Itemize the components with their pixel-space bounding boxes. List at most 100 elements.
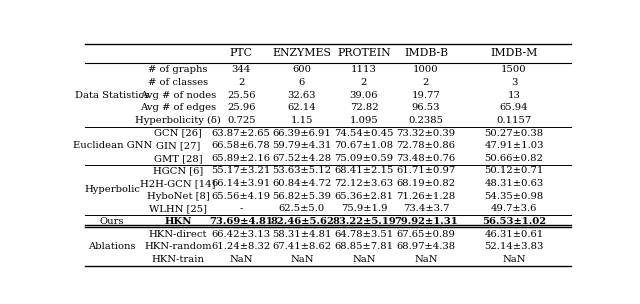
Text: 66.39±6.91: 66.39±6.91 — [273, 129, 332, 137]
Text: 56.53±1.02: 56.53±1.02 — [482, 217, 546, 226]
Text: 59.79±4.31: 59.79±4.31 — [272, 141, 332, 150]
Text: 70.67±1.08: 70.67±1.08 — [334, 141, 394, 150]
Text: 65.94: 65.94 — [500, 103, 528, 112]
Text: HGCN [6]: HGCN [6] — [153, 167, 203, 175]
Text: GCN [26]: GCN [26] — [154, 129, 202, 137]
Text: 72.82: 72.82 — [349, 103, 378, 112]
Text: Ours: Ours — [100, 217, 125, 226]
Text: 600: 600 — [292, 65, 312, 74]
Text: # of classes: # of classes — [148, 78, 208, 87]
Text: 68.19±0.82: 68.19±0.82 — [396, 179, 456, 188]
Text: 63.87±2.65: 63.87±2.65 — [212, 129, 271, 137]
Text: HKN-train: HKN-train — [152, 255, 204, 264]
Text: 2: 2 — [423, 78, 429, 87]
Text: 49.7±3.6: 49.7±3.6 — [491, 204, 537, 213]
Text: Data Statistics: Data Statistics — [75, 91, 149, 99]
Text: GIN [27]: GIN [27] — [156, 141, 200, 150]
Text: 53.63±5.12: 53.63±5.12 — [273, 167, 332, 175]
Text: 66.42±3.13: 66.42±3.13 — [212, 230, 271, 239]
Text: 67.65±0.89: 67.65±0.89 — [397, 230, 456, 239]
Text: 54.35±0.98: 54.35±0.98 — [484, 192, 543, 201]
Text: 2: 2 — [361, 78, 367, 87]
Text: 73.48±0.76: 73.48±0.76 — [396, 154, 456, 163]
Text: NaN: NaN — [230, 255, 253, 264]
Text: 48.31±0.63: 48.31±0.63 — [484, 179, 543, 188]
Text: 46.31±0.61: 46.31±0.61 — [484, 230, 543, 239]
Text: HKN-direct: HKN-direct — [148, 230, 207, 239]
Text: 0.725: 0.725 — [227, 116, 255, 125]
Text: 65.56±4.19: 65.56±4.19 — [212, 192, 271, 201]
Text: 58.31±4.81: 58.31±4.81 — [272, 230, 332, 239]
Text: WLHN [25]: WLHN [25] — [149, 204, 207, 213]
Text: HyboNet [8]: HyboNet [8] — [147, 192, 209, 201]
Text: 55.17±3.21: 55.17±3.21 — [211, 167, 271, 175]
Text: NaN: NaN — [352, 255, 376, 264]
Text: Avg # of edges: Avg # of edges — [140, 103, 216, 112]
Text: HKN: HKN — [164, 217, 192, 226]
Text: 68.97±4.38: 68.97±4.38 — [396, 242, 456, 251]
Text: Hyperbolicity (δ): Hyperbolicity (δ) — [135, 116, 221, 125]
Text: 65.36±2.81: 65.36±2.81 — [335, 192, 394, 201]
Text: 75.9±1.9: 75.9±1.9 — [340, 204, 387, 213]
Text: 73.4±3.7: 73.4±3.7 — [403, 204, 449, 213]
Text: NaN: NaN — [502, 255, 525, 264]
Text: 50.27±0.38: 50.27±0.38 — [484, 129, 543, 137]
Text: 1000: 1000 — [413, 65, 439, 74]
Text: 67.41±8.62: 67.41±8.62 — [273, 242, 332, 251]
Text: NaN: NaN — [290, 255, 314, 264]
Text: 73.69±4.81: 73.69±4.81 — [209, 217, 273, 226]
Text: 50.12±0.71: 50.12±0.71 — [484, 167, 544, 175]
Text: IMDB-B: IMDB-B — [404, 48, 448, 58]
Text: 82.46±5.62: 82.46±5.62 — [270, 217, 334, 226]
Text: Ablations: Ablations — [88, 242, 136, 251]
Text: PTC: PTC — [230, 48, 253, 58]
Text: 3: 3 — [511, 78, 517, 87]
Text: 68.41±2.15: 68.41±2.15 — [334, 167, 394, 175]
Text: 2: 2 — [238, 78, 244, 87]
Text: 0.2385: 0.2385 — [408, 116, 444, 125]
Text: 62.14: 62.14 — [287, 103, 316, 112]
Text: GMT [28]: GMT [28] — [154, 154, 202, 163]
Text: 67.52±4.28: 67.52±4.28 — [273, 154, 332, 163]
Text: -: - — [239, 204, 243, 213]
Text: 0.1157: 0.1157 — [497, 116, 532, 125]
Text: 50.66±0.82: 50.66±0.82 — [484, 154, 543, 163]
Text: 6: 6 — [299, 78, 305, 87]
Text: IMDB-M: IMDB-M — [490, 48, 538, 58]
Text: 1.095: 1.095 — [349, 116, 378, 125]
Text: 66.14±3.91: 66.14±3.91 — [212, 179, 271, 188]
Text: NaN: NaN — [414, 255, 438, 264]
Text: 19.77: 19.77 — [412, 91, 440, 99]
Text: 52.14±3.83: 52.14±3.83 — [484, 242, 544, 251]
Text: 68.85±7.81: 68.85±7.81 — [334, 242, 394, 251]
Text: 60.84±4.72: 60.84±4.72 — [273, 179, 332, 188]
Text: 1500: 1500 — [501, 65, 527, 74]
Text: 25.56: 25.56 — [227, 91, 255, 99]
Text: 1113: 1113 — [351, 65, 377, 74]
Text: 83.22±5.19: 83.22±5.19 — [332, 217, 396, 226]
Text: Hyperbolic: Hyperbolic — [84, 185, 140, 195]
Text: 72.78±0.86: 72.78±0.86 — [396, 141, 456, 150]
Text: 61.71±0.97: 61.71±0.97 — [396, 167, 456, 175]
Text: 62.5±5.0: 62.5±5.0 — [279, 204, 325, 213]
Text: # of graphs: # of graphs — [148, 65, 208, 74]
Text: 96.53: 96.53 — [412, 103, 440, 112]
Text: 344: 344 — [232, 65, 251, 74]
Text: 13: 13 — [508, 91, 520, 99]
Text: 61.24±8.32: 61.24±8.32 — [212, 242, 271, 251]
Text: H2H-GCN [14]: H2H-GCN [14] — [140, 179, 216, 188]
Text: Euclidean GNN: Euclidean GNN — [72, 141, 152, 150]
Text: 74.54±0.45: 74.54±0.45 — [334, 129, 394, 137]
Text: 72.12±3.63: 72.12±3.63 — [334, 179, 394, 188]
Text: 32.63: 32.63 — [288, 91, 316, 99]
Text: PROTEIN: PROTEIN — [337, 48, 391, 58]
Text: 75.09±0.59: 75.09±0.59 — [334, 154, 394, 163]
Text: 64.78±3.51: 64.78±3.51 — [334, 230, 394, 239]
Text: 1.15: 1.15 — [291, 116, 313, 125]
Text: 25.96: 25.96 — [227, 103, 255, 112]
Text: 73.32±0.39: 73.32±0.39 — [396, 129, 456, 137]
Text: 56.82±5.39: 56.82±5.39 — [273, 192, 332, 201]
Text: 65.89±2.16: 65.89±2.16 — [212, 154, 271, 163]
Text: 39.06: 39.06 — [349, 91, 378, 99]
Text: ENZYMES: ENZYMES — [273, 48, 332, 58]
